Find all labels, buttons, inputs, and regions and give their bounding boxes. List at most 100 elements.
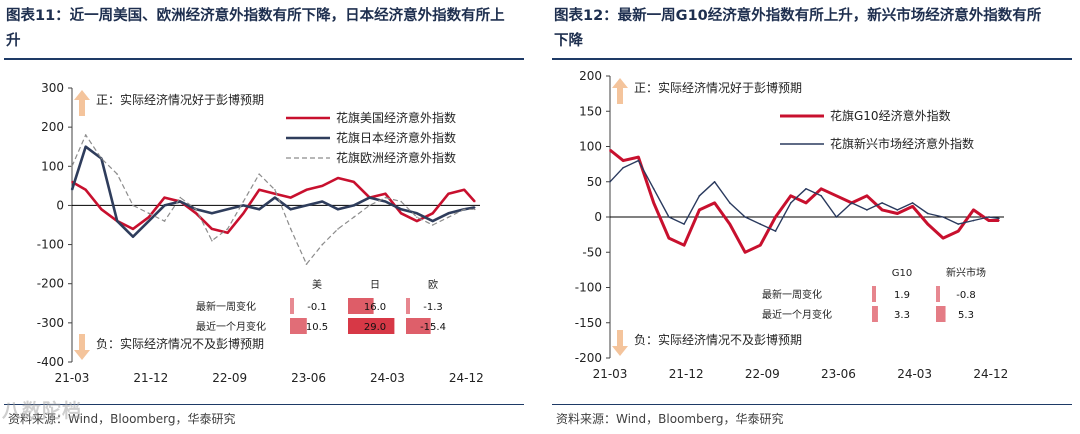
data-point [305, 188, 308, 191]
data-point [698, 195, 701, 197]
data-point [289, 208, 292, 211]
data-point [321, 200, 324, 203]
data-point [258, 173, 260, 175]
data-point [668, 216, 670, 218]
data-point [100, 208, 103, 211]
table-cell-value: 5.3 [958, 310, 974, 321]
data-point [226, 228, 229, 230]
data-point [305, 204, 308, 207]
data-point [789, 202, 792, 204]
data-point [463, 188, 466, 191]
y-tick-label: 300 [41, 81, 64, 95]
data-point [729, 223, 731, 225]
data-point [211, 239, 213, 242]
data-point [805, 202, 807, 204]
up-arrow-icon [74, 90, 90, 116]
chart-title: 图表12：最新一周G10经济意外指数有所上升，新兴市场经济意外指数有所下降 [554, 8, 1042, 49]
table-row-label: 最新一周变化 [196, 300, 256, 313]
data-point [226, 208, 229, 211]
negative-note: 负：实际经济情况不及彭博预期 [96, 336, 264, 351]
data-point [416, 212, 418, 215]
data-point [242, 212, 245, 215]
positive-note: 正：实际经济情况好于彭博预期 [634, 80, 802, 95]
watermark: 八数陀档 [2, 400, 83, 422]
data-point [84, 134, 87, 136]
source-note: 资料来源：Wind，Bloomberg，华泰研究 [8, 412, 236, 426]
y-tick-label: 50 [587, 175, 602, 189]
x-tick-label: 24-12 [449, 371, 484, 385]
data-point [416, 216, 418, 218]
data-point [835, 195, 838, 197]
y-tick-label: -150 [575, 316, 602, 330]
data-point [927, 223, 929, 225]
data-point [774, 216, 777, 218]
data-point [84, 145, 87, 148]
data-point [400, 212, 402, 215]
data-point [211, 228, 213, 230]
table-cell-bar [406, 298, 410, 314]
down-arrow-icon [612, 330, 628, 356]
data-point [998, 219, 1000, 222]
data-point [132, 228, 134, 230]
table-cell-value: -0.8 [956, 290, 976, 301]
data-point [195, 208, 197, 211]
data-point [957, 230, 960, 232]
table-column-header: 美 [312, 278, 322, 291]
data-point [652, 188, 655, 190]
table-cell-bar [872, 306, 878, 322]
data-point [258, 188, 260, 191]
data-point [729, 202, 731, 204]
y-tick-label: -300 [37, 316, 64, 330]
data-point [850, 202, 853, 204]
data-point [957, 223, 960, 225]
data-point [927, 212, 929, 215]
data-point [609, 180, 611, 183]
table-cell-value: -0.1 [307, 302, 327, 313]
data-point [987, 216, 990, 218]
data-point [353, 204, 355, 207]
data-point [431, 212, 434, 215]
data-point [321, 185, 324, 187]
legend-label: 花旗新兴市场经济意外指数 [830, 136, 974, 151]
data-point [473, 208, 476, 211]
data-point [242, 200, 245, 203]
title-divider [4, 58, 524, 60]
table-column-header: G10 [892, 268, 912, 279]
title-divider [552, 58, 1072, 60]
data-point [637, 156, 640, 158]
table-cell-value: 3.3 [894, 310, 910, 321]
chart-title: 图表11：近一周美国、欧洲经济意外指数有所下降，日本经济意外指数有所上升 [6, 8, 505, 49]
data-point [473, 200, 476, 203]
data-point [713, 180, 716, 183]
data-point [353, 181, 355, 183]
table-cell-value: -15.4 [420, 322, 446, 333]
source-divider [4, 404, 524, 405]
data-point [987, 219, 990, 222]
data-point [820, 188, 823, 190]
data-point [896, 212, 899, 215]
y-tick-label: 0 [594, 210, 602, 224]
data-point [242, 204, 245, 207]
legend-label: 花旗欧洲经济意外指数 [336, 150, 456, 165]
table-cell-bar [290, 298, 294, 314]
table-cell-bar [290, 318, 307, 334]
x-tick-label: 23-06 [821, 367, 856, 381]
positive-note: 正：实际经济情况好于彭博预期 [96, 92, 264, 107]
data-point [132, 204, 134, 207]
data-point [896, 209, 899, 211]
x-tick-label: 24-03 [370, 371, 405, 385]
y-tick-label: 100 [579, 140, 602, 154]
y-tick-label: -50 [582, 245, 602, 259]
y-tick-label: -100 [575, 281, 602, 295]
data-point [972, 209, 975, 211]
chart-panel-right: 图表12：最新一周G10经济意外指数有所上升，新兴市场经济意外指数有所下降 20… [548, 0, 1080, 434]
source-note: 资料来源：Wind，Bloomberg，华泰研究 [556, 412, 784, 426]
data-point [274, 192, 276, 195]
table-cell-value: -1.3 [423, 302, 443, 313]
data-point [71, 165, 73, 168]
data-point [179, 196, 182, 199]
table-cell-value: 29.0 [364, 322, 386, 333]
data-point [881, 202, 883, 204]
x-tick-label: 24-03 [897, 367, 932, 381]
negative-note: 负：实际经济情况不及彭博预期 [634, 332, 802, 347]
